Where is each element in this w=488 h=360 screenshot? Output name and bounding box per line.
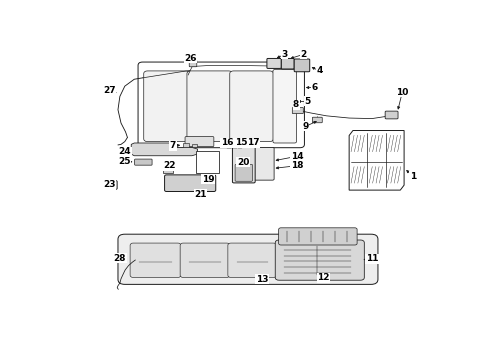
FancyBboxPatch shape (229, 71, 273, 141)
Text: 8: 8 (292, 100, 299, 109)
FancyBboxPatch shape (164, 175, 215, 192)
Bar (195, 151, 219, 174)
FancyBboxPatch shape (385, 111, 397, 119)
Text: 5: 5 (304, 97, 310, 106)
Text: 3: 3 (281, 50, 287, 59)
Text: 27: 27 (103, 86, 115, 95)
FancyBboxPatch shape (275, 240, 364, 280)
FancyBboxPatch shape (180, 243, 229, 278)
Text: 17: 17 (247, 139, 260, 148)
Text: 13: 13 (255, 275, 268, 284)
FancyBboxPatch shape (252, 148, 274, 180)
Bar (226, 144, 230, 148)
FancyBboxPatch shape (130, 243, 181, 278)
Text: 22: 22 (163, 161, 175, 170)
Text: 19: 19 (202, 175, 214, 184)
FancyBboxPatch shape (232, 145, 255, 183)
FancyBboxPatch shape (235, 164, 252, 181)
Text: 26: 26 (184, 54, 197, 63)
Text: 24: 24 (118, 147, 131, 156)
Bar (233, 144, 237, 148)
FancyBboxPatch shape (189, 60, 196, 67)
Text: 4: 4 (316, 66, 322, 75)
Text: 12: 12 (317, 274, 329, 283)
Text: 16: 16 (221, 139, 233, 148)
Text: 2: 2 (300, 50, 306, 59)
Text: 14: 14 (290, 152, 303, 161)
Bar (191, 144, 197, 148)
Text: 1: 1 (409, 172, 415, 181)
FancyBboxPatch shape (184, 136, 213, 147)
Text: 15: 15 (234, 139, 247, 148)
FancyBboxPatch shape (292, 108, 303, 114)
Bar (183, 143, 189, 147)
Text: 18: 18 (290, 161, 303, 170)
FancyBboxPatch shape (266, 58, 281, 68)
Text: 6: 6 (310, 83, 317, 92)
Bar (163, 168, 173, 173)
FancyBboxPatch shape (143, 71, 189, 141)
FancyBboxPatch shape (186, 71, 232, 141)
FancyBboxPatch shape (138, 62, 304, 148)
Bar (238, 144, 242, 148)
FancyBboxPatch shape (272, 69, 296, 143)
Text: 21: 21 (194, 190, 206, 199)
Text: 10: 10 (395, 88, 407, 97)
Circle shape (120, 257, 126, 261)
Text: 7: 7 (169, 141, 176, 150)
FancyBboxPatch shape (281, 58, 294, 69)
FancyBboxPatch shape (134, 159, 152, 165)
FancyBboxPatch shape (103, 181, 117, 189)
Text: 20: 20 (236, 158, 249, 167)
Text: 23: 23 (103, 180, 116, 189)
Polygon shape (131, 143, 197, 156)
Text: 9: 9 (302, 122, 308, 131)
FancyBboxPatch shape (118, 234, 377, 284)
Text: 11: 11 (365, 255, 377, 264)
Text: 25: 25 (118, 157, 131, 166)
FancyBboxPatch shape (227, 243, 276, 278)
FancyBboxPatch shape (278, 228, 356, 245)
FancyBboxPatch shape (312, 117, 322, 123)
Text: 28: 28 (113, 254, 126, 263)
FancyBboxPatch shape (294, 59, 309, 72)
